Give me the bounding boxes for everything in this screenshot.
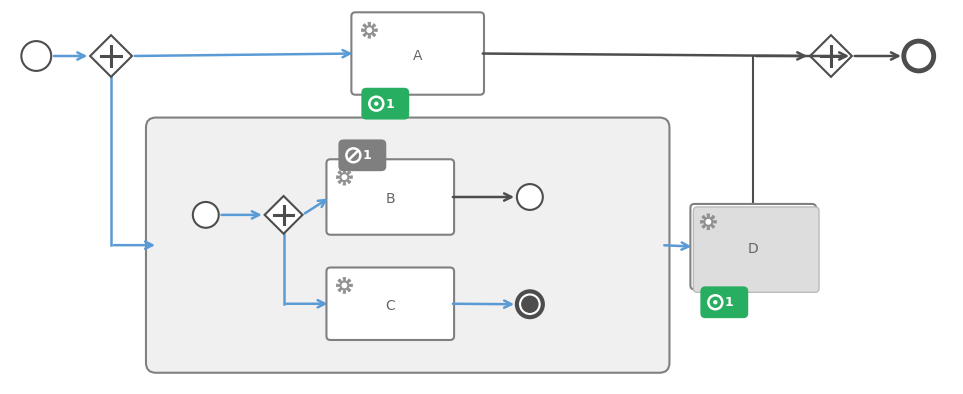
Polygon shape bbox=[91, 35, 132, 77]
FancyBboxPatch shape bbox=[361, 88, 409, 119]
Text: 1: 1 bbox=[386, 98, 395, 111]
FancyBboxPatch shape bbox=[338, 139, 386, 171]
FancyBboxPatch shape bbox=[351, 12, 484, 95]
Circle shape bbox=[374, 102, 378, 106]
Circle shape bbox=[517, 291, 543, 317]
Polygon shape bbox=[336, 277, 352, 293]
Text: B: B bbox=[385, 192, 395, 206]
Circle shape bbox=[706, 219, 711, 224]
Circle shape bbox=[342, 283, 347, 288]
Polygon shape bbox=[361, 22, 377, 38]
Text: D: D bbox=[748, 242, 759, 256]
Circle shape bbox=[342, 175, 347, 179]
FancyBboxPatch shape bbox=[693, 207, 819, 292]
FancyBboxPatch shape bbox=[326, 159, 455, 235]
Polygon shape bbox=[265, 196, 302, 234]
Text: A: A bbox=[413, 48, 423, 63]
FancyBboxPatch shape bbox=[326, 268, 455, 340]
FancyBboxPatch shape bbox=[700, 286, 748, 318]
Circle shape bbox=[347, 149, 360, 162]
Circle shape bbox=[367, 28, 372, 32]
Text: 1: 1 bbox=[363, 149, 372, 162]
FancyBboxPatch shape bbox=[146, 117, 669, 373]
Polygon shape bbox=[810, 35, 852, 77]
Circle shape bbox=[714, 300, 717, 305]
Text: 1: 1 bbox=[725, 296, 734, 309]
FancyBboxPatch shape bbox=[690, 204, 816, 289]
Text: C: C bbox=[385, 299, 395, 313]
Circle shape bbox=[522, 296, 538, 312]
Circle shape bbox=[21, 41, 51, 71]
Circle shape bbox=[193, 202, 219, 228]
Polygon shape bbox=[700, 214, 716, 230]
Polygon shape bbox=[336, 169, 352, 185]
Circle shape bbox=[904, 41, 934, 71]
Circle shape bbox=[517, 184, 543, 210]
